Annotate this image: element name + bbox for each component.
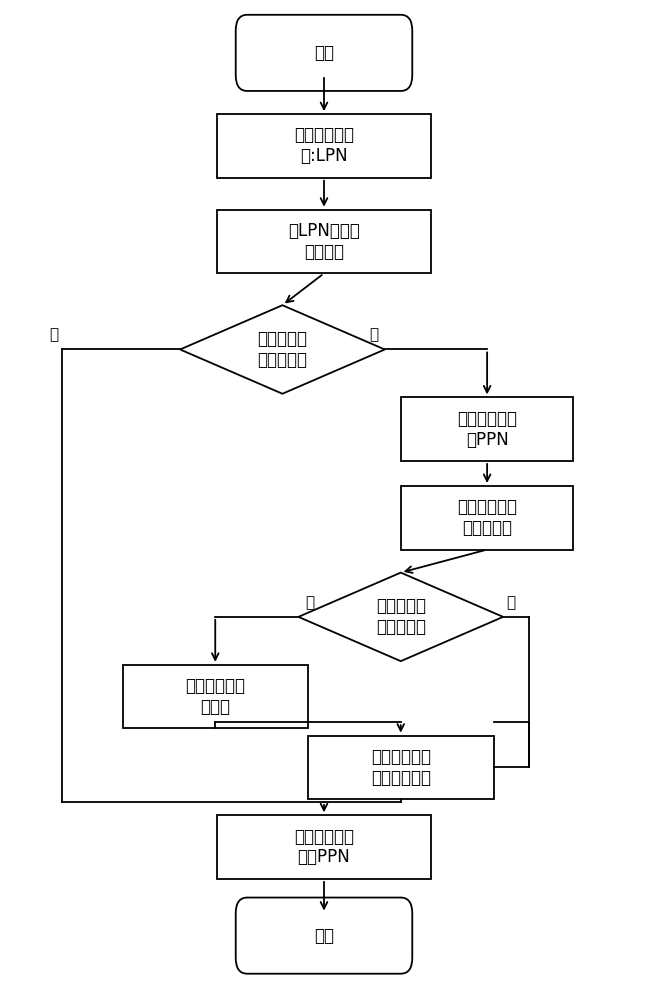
Bar	[308, 736, 494, 799]
Bar	[217, 210, 431, 273]
Text: 读出映射表中
索引到的页: 读出映射表中 索引到的页	[457, 498, 517, 537]
Bar	[400, 486, 573, 550]
Text: 结束: 结束	[314, 927, 334, 945]
Polygon shape	[299, 573, 503, 661]
Bar	[217, 114, 431, 178]
Text: 映射表缓存
是否有空间: 映射表缓存 是否有空间	[376, 597, 426, 636]
Text: 否: 否	[305, 595, 314, 610]
Text: 是: 是	[506, 595, 515, 610]
Text: 映射表缓存
中是否存在: 映射表缓存 中是否存在	[257, 330, 307, 369]
FancyBboxPatch shape	[236, 15, 412, 91]
Polygon shape	[180, 305, 385, 394]
Text: 将缓存最后一
页排出: 将缓存最后一 页排出	[185, 677, 245, 716]
Text: 映射表中索引
此PPN: 映射表中索引 此PPN	[457, 410, 517, 449]
Text: 是: 是	[49, 327, 58, 342]
Text: 开始: 开始	[314, 44, 334, 62]
Text: 利用偏移读出
所需PPN: 利用偏移读出 所需PPN	[294, 828, 354, 866]
Bar	[122, 665, 308, 728]
FancyBboxPatch shape	[236, 898, 412, 974]
Text: 否: 否	[369, 327, 378, 342]
Bar	[217, 815, 431, 879]
Bar	[400, 397, 573, 461]
Text: 写索引到的页
入映射表缓存: 写索引到的页 入映射表缓存	[371, 748, 431, 787]
Text: 把LPN分为索
引和偏移: 把LPN分为索 引和偏移	[288, 222, 360, 261]
Text: 访问映射表请
求:LPN: 访问映射表请 求:LPN	[294, 126, 354, 165]
